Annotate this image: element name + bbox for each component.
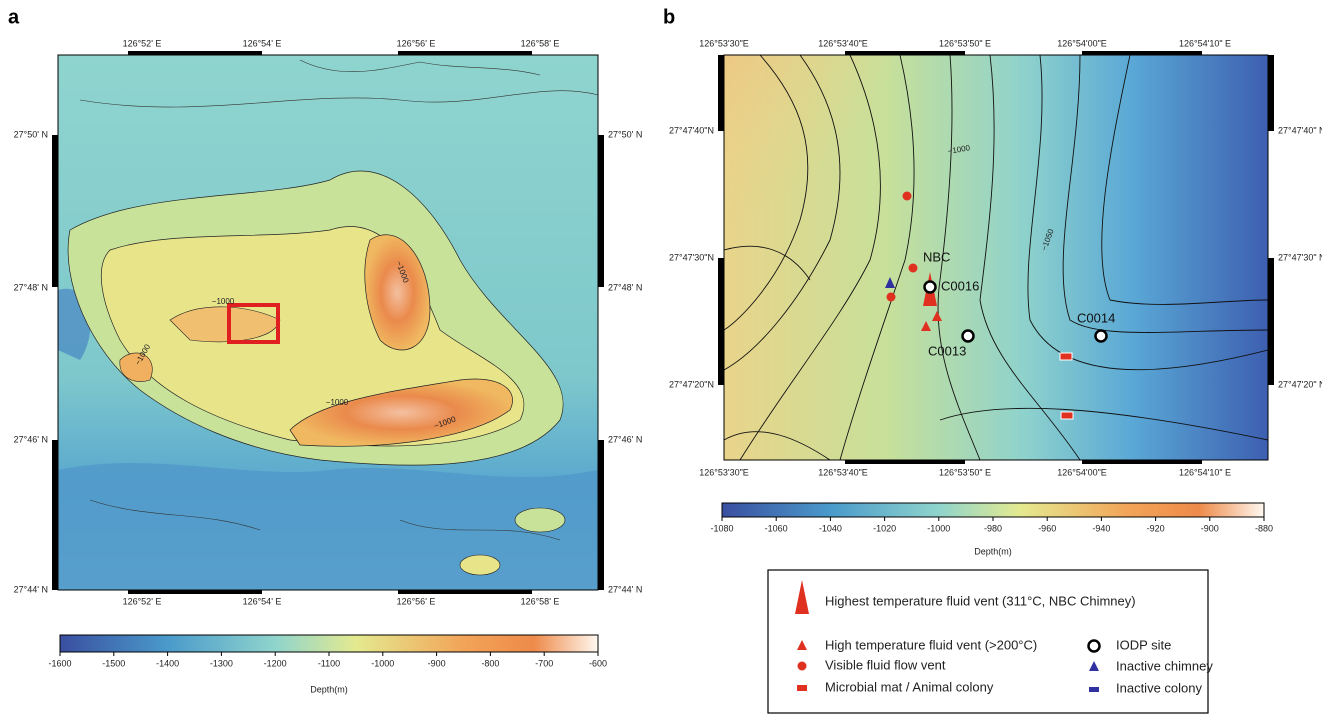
site-label: C0014 (1077, 310, 1115, 325)
site-label: NBC (923, 249, 950, 264)
colorbar-tick-label: -1600 (48, 658, 71, 668)
lon-label: 126°54' E (243, 596, 282, 606)
colorbar-tick-label: -1400 (156, 658, 179, 668)
colorbar-tick-label: -800 (481, 658, 499, 668)
contour-label: −1000 (212, 297, 235, 306)
colorbar-tick-label: -900 (428, 658, 446, 668)
lat-label: 27°48' N (608, 282, 642, 292)
colorbar-tick-label: -600 (589, 658, 607, 668)
lon-label: 126°53'50" E (939, 467, 991, 477)
colorbar-tick-label: -700 (535, 658, 553, 668)
legend-label: Inactive chimney (1116, 658, 1213, 673)
figure: a b (0, 0, 1322, 714)
lon-label: 126°56' E (397, 596, 436, 606)
lon-label: 126°54'10" E (1179, 38, 1231, 48)
lon-label: 126°58' E (521, 596, 560, 606)
colorbar-label: Depth(m) (974, 546, 1012, 556)
lon-label: 126°54'00"E (1057, 38, 1107, 48)
lat-label: 27°47'40"N (669, 125, 714, 135)
colorbar-tick-label: -920 (1147, 523, 1165, 533)
lon-label: 126°53'30"E (699, 38, 749, 48)
lon-label: 126°53'50" E (939, 38, 991, 48)
lon-label: 126°58' E (521, 38, 560, 48)
lon-label: 126°52' E (123, 596, 162, 606)
lat-label: 27°44' N (14, 584, 48, 594)
colorbar-tick-label: -1080 (710, 523, 733, 533)
legend-label: Highest temperature fluid vent (311°C, N… (825, 593, 1136, 608)
colorbar-tick-label: -1000 (927, 523, 950, 533)
colorbar (722, 503, 1264, 517)
colorbar-tick-label: -1100 (318, 658, 340, 668)
lat-label: 27°47'30"N (669, 252, 714, 262)
colorbar-tick-label: -960 (1038, 523, 1056, 533)
lat-label: 27°46' N (14, 434, 48, 444)
legend-label: Inactive colony (1116, 680, 1202, 695)
map-a (58, 55, 598, 590)
map-b (504, 0, 1268, 460)
lon-label: 126°52' E (123, 38, 162, 48)
legend-label: High temperature fluid vent (>200°C) (825, 637, 1037, 652)
site-label: C0013 (928, 343, 966, 358)
colorbar-tick-label: -880 (1255, 523, 1273, 533)
lon-label: 126°56' E (397, 38, 436, 48)
colorbar-label: Depth(m) (310, 684, 348, 694)
legend-label: IODP site (1116, 637, 1171, 652)
lat-label: 27°44' N (608, 584, 642, 594)
panel-label: a (8, 6, 20, 28)
colorbar (60, 635, 598, 652)
colorbar-tick-label: -940 (1092, 523, 1110, 533)
panel-label: b (663, 6, 675, 28)
lat-label: 27°48' N (14, 282, 48, 292)
lon-label: 126°54'00"E (1057, 467, 1107, 477)
lon-label: 126°54' E (243, 38, 282, 48)
contour-label: −1000 (326, 398, 349, 407)
colorbar-tick-label: -1020 (873, 523, 896, 533)
colorbar-tick-label: -1500 (102, 658, 125, 668)
lat-label: 27°50' N (608, 129, 642, 139)
colorbar-tick-label: -1040 (819, 523, 842, 533)
lat-label: 27°47'30" N (1278, 252, 1322, 262)
lat-label: 27°47'40" N (1278, 125, 1322, 135)
colorbar-tick-label: -1300 (210, 658, 233, 668)
lon-label: 126°54'10" E (1179, 467, 1231, 477)
site-label: C0016 (941, 278, 979, 293)
lat-label: 27°50' N (14, 129, 48, 139)
lon-label: 126°53'40"E (818, 467, 868, 477)
legend-label: Visible fluid flow vent (825, 657, 946, 672)
lon-label: 126°53'40"E (818, 38, 868, 48)
colorbar-tick-label: -980 (984, 523, 1002, 533)
colorbar-tick-label: -1000 (371, 658, 394, 668)
lon-label: 126°53'30"E (699, 467, 749, 477)
colorbar-tick-label: -1060 (765, 523, 788, 533)
lat-label: 27°47'20" N (1278, 379, 1322, 389)
lat-label: 27°47'20"N (669, 379, 714, 389)
legend-label: Microbial mat / Animal colony (825, 679, 994, 694)
colorbar-tick-label: -900 (1201, 523, 1219, 533)
lat-label: 27°46' N (608, 434, 642, 444)
colorbar-tick-label: -1200 (264, 658, 287, 668)
